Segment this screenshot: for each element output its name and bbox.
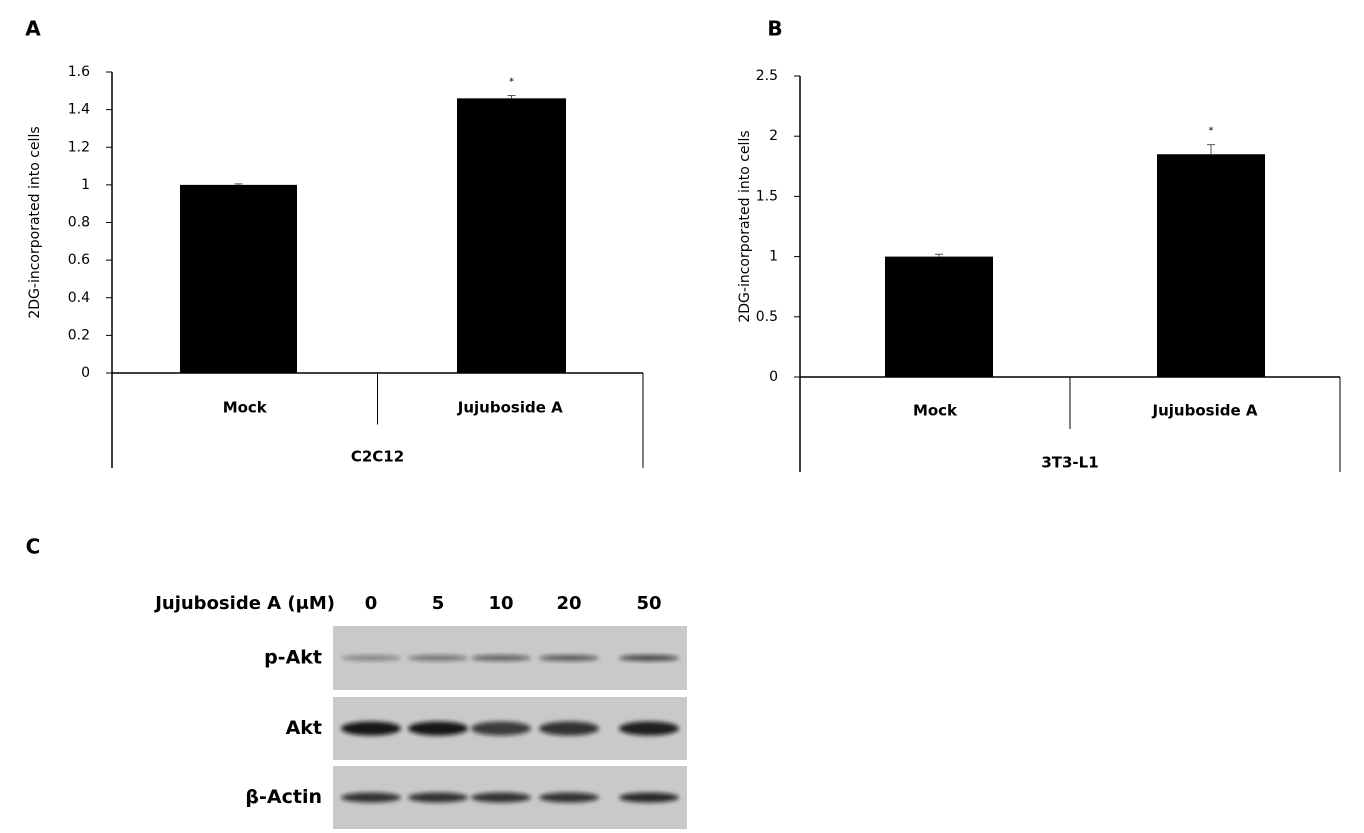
blot-band — [341, 655, 401, 661]
bar — [180, 184, 297, 373]
panel-label: B — [767, 17, 782, 41]
blot-band — [471, 655, 531, 661]
blot-band — [539, 792, 599, 803]
dose-label: 5 — [432, 593, 445, 614]
bar — [885, 256, 993, 377]
blot-band — [341, 721, 401, 736]
significance-mark: * — [1209, 126, 1214, 137]
blot-band — [408, 655, 468, 661]
panel-label: A — [25, 17, 41, 41]
blot-band — [408, 721, 468, 736]
y-tick-label: 1.6 — [68, 64, 90, 80]
x-tick-label: Jujuboside A — [1152, 402, 1258, 420]
y-tick-label: 0 — [769, 369, 778, 385]
error-bar — [234, 183, 243, 185]
group-label: C2C12 — [351, 448, 404, 466]
y-tick-label: 1.4 — [68, 102, 90, 118]
blot-row-label: Akt — [286, 717, 322, 739]
panel-label: C — [26, 535, 41, 559]
bar — [1157, 154, 1265, 377]
y-tick-label: 1.5 — [756, 188, 778, 204]
y-tick-label: 0.2 — [68, 327, 90, 343]
blot-band — [619, 655, 679, 661]
x-tick-label: Jujuboside A — [457, 399, 563, 417]
y-axis-label: 2DG-incorporated into cells — [27, 126, 43, 318]
y-axis-label: 2DG-incorporated into cells — [737, 130, 753, 322]
error-bar — [935, 253, 943, 257]
error-bar — [507, 95, 516, 99]
y-tick-label: 1 — [769, 249, 778, 265]
blot-band — [539, 655, 599, 661]
blot-band — [619, 792, 679, 803]
blot-row-label: β-Actin — [245, 786, 322, 808]
y-tick-label: 0.8 — [68, 215, 90, 231]
y-tick-label: 0 — [81, 365, 90, 381]
y-tick-label: 2.5 — [756, 68, 778, 84]
dose-label: 10 — [488, 593, 513, 614]
blot-header: Jujuboside A (μM) — [153, 593, 335, 614]
group-label: 3T3-L1 — [1041, 454, 1098, 472]
y-tick-label: 0.4 — [68, 290, 90, 306]
y-tick-label: 1 — [81, 177, 90, 193]
blot-band — [408, 792, 468, 803]
blot-band — [471, 792, 531, 803]
x-tick-label: Mock — [223, 399, 268, 417]
y-tick-label: 1.2 — [68, 139, 90, 155]
dose-label: 0 — [365, 593, 378, 614]
blot-band — [471, 721, 531, 736]
y-tick-label: 0.6 — [68, 252, 90, 268]
error-bar — [1207, 144, 1215, 155]
dose-label: 20 — [556, 593, 581, 614]
bar — [457, 98, 566, 374]
x-tick-label: Mock — [913, 402, 958, 420]
blot-band — [539, 721, 599, 736]
y-tick-label: 2 — [769, 128, 778, 144]
significance-mark: * — [509, 77, 514, 88]
dose-label: 50 — [636, 593, 661, 614]
blot-band — [619, 721, 679, 736]
blot-band — [341, 792, 401, 803]
y-tick-label: 0.5 — [756, 309, 778, 325]
blot-row-label: p-Akt — [264, 647, 322, 669]
